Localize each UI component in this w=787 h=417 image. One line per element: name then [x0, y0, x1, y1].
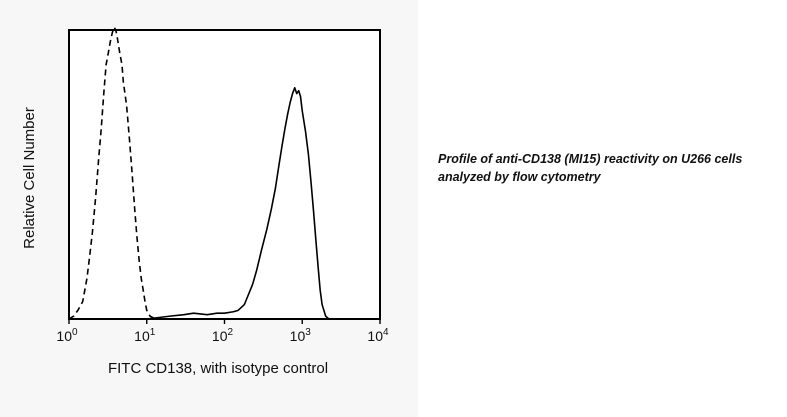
x-tick-label: 101: [134, 327, 156, 344]
caption-line-1: Profile of anti-CD138 (MI15) reactivity …: [438, 152, 743, 166]
plot-frame: [68, 29, 381, 320]
x-tick-label: 100: [56, 327, 78, 344]
y-axis-label: Relative Cell Number: [21, 107, 38, 249]
figure-caption: Profile of anti-CD138 (MI15) reactivity …: [438, 150, 783, 186]
x-tick-label: 102: [212, 327, 234, 344]
histogram-chart: 100 101 102 103 104 FITC CD138, with isotype…: [21, 26, 389, 377]
caption-line-2: analyzed by flow cytometry: [438, 170, 601, 184]
x-tick-label: 104: [367, 327, 389, 344]
x-tick-label: 103: [290, 327, 312, 344]
x-axis-label: FITC CD138, with isotype control: [108, 360, 328, 377]
cd138-curve: [69, 87, 380, 320]
